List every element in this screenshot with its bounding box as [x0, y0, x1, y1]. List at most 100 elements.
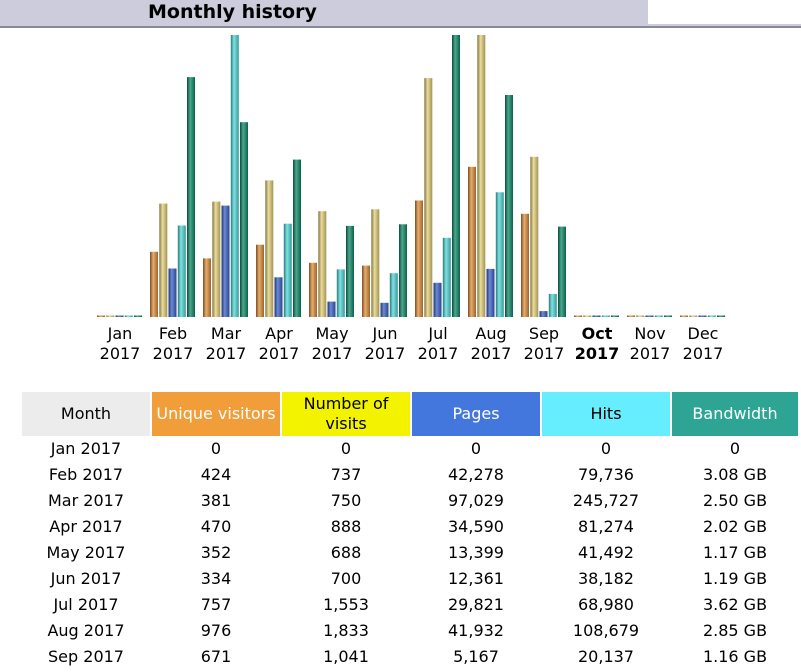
bar-pages-jul [433, 282, 442, 317]
table-cell-visits: 737 [330, 465, 362, 484]
bar-visits-dec [689, 315, 698, 317]
table-cell-bandwidth: 1.17 GB [702, 543, 768, 562]
table-cell-bandwidth: 1.19 GB [702, 569, 768, 588]
bar-visits-mar [212, 201, 221, 317]
month-label-name: Sep [528, 324, 560, 343]
table-cell-hits: 108,679 [572, 621, 640, 640]
month-label-sep: Sep 2017 [517, 324, 571, 364]
table-cell-pages: 12,361 [448, 569, 504, 588]
month-label-name: Mar [210, 324, 242, 343]
month-label-year: 2017 [364, 344, 406, 363]
month-label-feb: Feb 2017 [146, 324, 200, 364]
bar-pages-may [327, 301, 336, 317]
month-label-aug: Aug 2017 [464, 324, 518, 364]
table-cell-bandwidth: 2.50 GB [702, 491, 768, 510]
bar-hits-aug [495, 192, 504, 317]
month-label-year: 2017 [629, 344, 671, 363]
header-bar: Monthly history [0, 0, 801, 28]
month-label-name: Oct [581, 324, 613, 343]
table-row: Jan 2017 0 0 0 0 0 [22, 436, 798, 462]
table-cell-pages: 42,278 [448, 465, 504, 484]
bar-hits-sep [548, 293, 557, 317]
bar-visits-aug [477, 35, 486, 317]
table-cell-bandwidth: 0 [729, 439, 741, 458]
table-cell-hits: 41,492 [578, 543, 634, 562]
table-cell-month: Mar 2017 [48, 491, 124, 510]
bar-pages-sep [539, 311, 548, 317]
table-row: Jun 2017 334 700 12,361 38,182 1.19 GB [22, 566, 798, 592]
bar-visitors-feb [150, 251, 158, 317]
bar-bandwidth_gb-may [346, 225, 354, 317]
table-cell-pages: 34,590 [448, 517, 504, 536]
table-cell-visitors: 424 [200, 465, 232, 484]
table-cell-visitors: 976 [200, 621, 232, 640]
month-label-dec: Dec 2017 [676, 324, 730, 364]
table-cell-pages: 41,932 [448, 621, 504, 640]
bar-bandwidth_gb-feb [187, 77, 195, 317]
bar-visits-apr [265, 180, 274, 317]
month-label-name: Jan [107, 324, 133, 343]
bar-visitors-apr [256, 244, 264, 317]
bar-pages-apr [274, 277, 283, 317]
month-label-may: May 2017 [305, 324, 359, 364]
month-label-oct: Oct 2017 [570, 324, 624, 364]
month-label-jul: Jul 2017 [411, 324, 465, 364]
bar-hits-may [336, 269, 345, 317]
table-cell-visits: 1,041 [323, 647, 369, 666]
table-cell-hits: 38,182 [578, 569, 634, 588]
month-label-nov: Nov 2017 [623, 324, 677, 364]
bar-hits-jan [124, 315, 133, 317]
bar-bandwidth_gb-jul [452, 35, 460, 317]
bar-visitors-aug [468, 166, 476, 317]
table-cell-visits: 750 [330, 491, 362, 510]
month-label-year: 2017 [258, 344, 300, 363]
bar-pages-jan [115, 315, 124, 317]
number-of-visits-header: Number of visits [282, 392, 410, 436]
month-header: Month [22, 392, 150, 436]
table-cell-pages: 97,029 [448, 491, 504, 510]
month-label-year: 2017 [523, 344, 565, 363]
table-cell-month: Jun 2017 [50, 569, 122, 588]
bar-visits-may [318, 211, 327, 317]
table-cell-visitors: 0 [210, 439, 222, 458]
bar-pages-nov [645, 315, 654, 317]
table-cell-month: Jan 2017 [50, 439, 122, 458]
month-label-name: Jul [428, 324, 448, 343]
month-label-mar: Mar 2017 [199, 324, 253, 364]
bar-visitors-mar [203, 258, 211, 317]
table-cell-hits: 0 [600, 439, 612, 458]
monthly-history-chart [97, 35, 725, 317]
bar-hits-feb [177, 225, 186, 317]
table-cell-hits: 245,727 [572, 491, 640, 510]
month-label-year: 2017 [574, 344, 620, 363]
bar-bandwidth_gb-mar [240, 122, 248, 317]
table-cell-hits: 79,736 [578, 465, 634, 484]
table-cell-visitors: 381 [200, 491, 232, 510]
table-cell-visits: 1,833 [323, 621, 369, 640]
bar-visitors-jan [97, 315, 105, 317]
bar-bandwidth_gb-nov [664, 315, 672, 317]
bar-hits-jun [389, 273, 398, 317]
table-cell-month: Jul 2017 [53, 595, 119, 614]
table-row: Apr 2017 470 888 34,590 81,274 2.02 GB [22, 514, 798, 540]
table-header-row: Month Unique visitors Number of visits P… [22, 392, 798, 436]
table-cell-visits: 700 [330, 569, 362, 588]
unique-visitors-header: Unique visitors [152, 392, 280, 436]
table-cell-visits: 1,553 [323, 595, 369, 614]
month-label-name: Jun [372, 324, 398, 343]
table-cell-visits: 888 [330, 517, 362, 536]
table-row: Feb 2017 424 737 42,278 79,736 3.08 GB [22, 462, 798, 488]
page-title: Monthly history [148, 1, 317, 23]
table-cell-hits: 20,137 [578, 647, 634, 666]
bar-visitors-nov [627, 315, 635, 317]
table-cell-visitors: 352 [200, 543, 232, 562]
table-cell-pages: 0 [470, 439, 482, 458]
month-label-year: 2017 [682, 344, 724, 363]
month-label-name: Dec [687, 324, 719, 343]
bar-visitors-jun [362, 265, 370, 317]
month-label-year: 2017 [417, 344, 459, 363]
bar-visits-jun [371, 209, 380, 317]
table-cell-pages: 5,167 [453, 647, 499, 666]
table-row: Sep 2017 671 1,041 5,167 20,137 1.16 GB [22, 644, 798, 670]
table-row: Aug 2017 976 1,833 41,932 108,679 2.85 GB [22, 618, 798, 644]
